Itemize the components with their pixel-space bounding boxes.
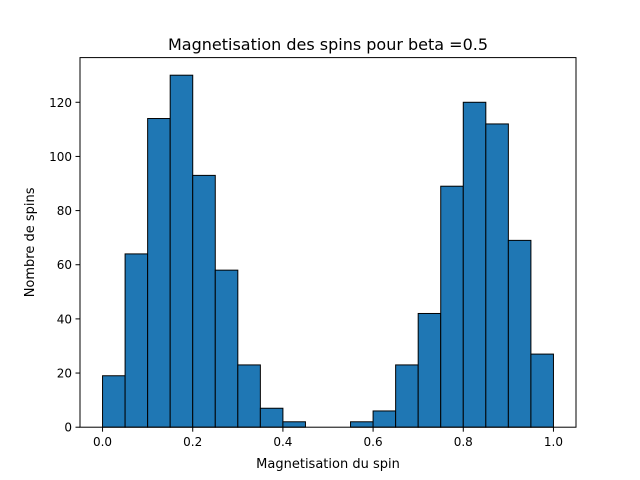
histogram-bar [282,421,306,428]
histogram-bar [462,101,487,428]
plot-frame [79,57,577,428]
histogram-bar [350,421,374,428]
histogram-bar [530,353,554,428]
x-tick-label: 0.8 [454,435,473,449]
y-tick-label: 60 [57,258,72,272]
y-tick-label: 100 [49,150,72,164]
histogram-bars [102,74,554,428]
x-tick-label: 0.4 [273,435,292,449]
histogram-bar [102,375,126,428]
histogram-bar [237,364,261,428]
histogram-bar [124,253,149,428]
histogram-bar [440,185,464,428]
histogram-bar [214,269,239,428]
histogram-bar [192,174,216,428]
y-tick-label: 20 [57,367,72,381]
y-tick-label: 120 [49,96,72,110]
histogram-bar [395,364,419,428]
x-tick-label: 0.0 [93,435,112,449]
x-tick-label: 1.0 [544,435,563,449]
x-axis-ticks: 0.0 0.2 0.4 0.6 0.8 1.0 [93,427,563,449]
histogram-bar [372,410,397,428]
histogram-bar [507,239,532,428]
x-tick-label: 0.6 [364,435,383,449]
histogram-bar [485,123,509,428]
y-tick-label: 40 [57,312,72,326]
x-tick-label: 0.2 [183,435,202,449]
histogram-bar [417,312,442,428]
y-tick-label: 0 [64,421,72,435]
y-axis-ticks: 0 20 40 60 80 100 120 [49,96,80,435]
y-axis-label: Nombre de spins [23,187,38,297]
y-tick-label: 80 [57,204,72,218]
histogram-bar [169,74,194,428]
x-axis-label: Magnetisation du spin [256,457,400,472]
histogram-bar [147,118,171,428]
chart-title: Magnetisation des spins pour beta =0.5 [168,35,488,54]
histogram-bar [259,407,284,428]
